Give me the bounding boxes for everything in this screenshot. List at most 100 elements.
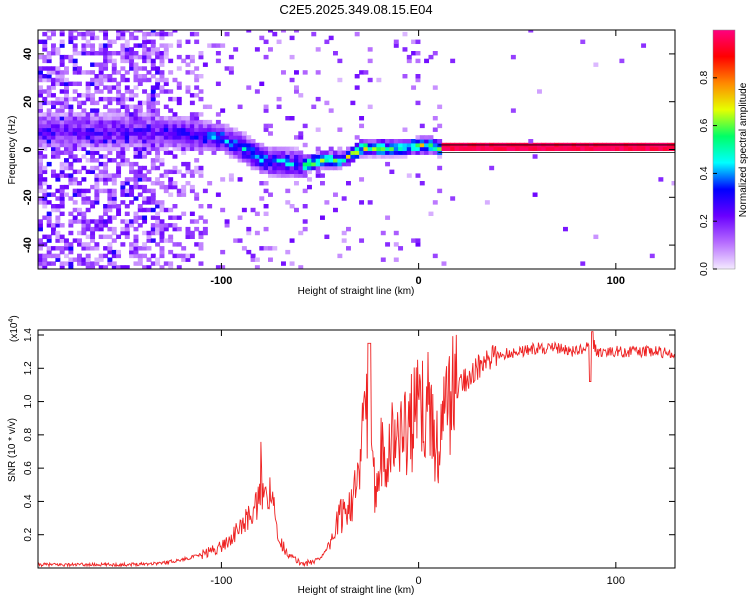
heatmap-cell	[649, 253, 655, 259]
heatmap-cell	[185, 123, 191, 129]
heatmap-cell	[155, 200, 161, 205]
heatmap-cell	[64, 127, 69, 132]
heatmap-cell	[237, 238, 243, 243]
heatmap-cell	[198, 51, 204, 56]
heatmap-cell	[176, 131, 182, 136]
heatmap-cell	[107, 100, 113, 106]
heatmap-cell	[411, 142, 417, 148]
heatmap-cell	[354, 74, 360, 79]
heatmap-cell	[220, 265, 226, 269]
heatmap-cell	[315, 165, 321, 171]
heatmap-cell	[55, 131, 61, 136]
heatmap-cell	[107, 54, 113, 60]
heatmap-cell	[185, 39, 191, 45]
heatmap-cell	[554, 146, 560, 152]
heatmap-cell	[298, 154, 304, 159]
heatmap-cell	[198, 230, 204, 236]
heatmap-cell	[137, 146, 143, 152]
heatmap-cell	[42, 31, 48, 37]
heatmap-cell	[415, 51, 421, 56]
heatmap-cell	[220, 139, 226, 144]
heatmap-cell	[333, 165, 338, 171]
heatmap-cell	[46, 211, 52, 217]
heatmap-cell	[254, 161, 260, 167]
heatmap-cell	[38, 188, 43, 194]
heatmap-cell	[72, 66, 78, 71]
heatmap-cell	[224, 219, 230, 224]
heatmap-cell	[77, 66, 82, 71]
heatmap-cell	[337, 150, 343, 155]
heatmap-cell	[81, 31, 87, 37]
heatmap-cell	[363, 154, 369, 159]
heatmap-cell	[103, 51, 109, 56]
heatmap-cell	[359, 177, 365, 182]
heatmap-cell	[77, 238, 82, 243]
heatmap-cell	[320, 158, 325, 163]
heatmap-cell	[85, 30, 91, 33]
heatmap-cell	[285, 154, 291, 159]
heatmap-cell	[46, 119, 52, 125]
heatmap-cell	[51, 81, 56, 87]
heatmap-cell	[55, 96, 61, 102]
heatmap-cell	[137, 100, 143, 106]
heatmap-cell	[263, 165, 269, 171]
heatmap-cell	[55, 246, 61, 251]
heatmap-cell	[393, 230, 399, 236]
heatmap-cell	[38, 104, 43, 110]
heatmap-cell	[259, 158, 265, 163]
heatmap-cell	[46, 142, 52, 148]
heatmap-cell	[111, 119, 117, 125]
heatmap-cell	[85, 158, 91, 163]
heatmap-cell	[94, 146, 100, 152]
heatmap-cell	[350, 158, 356, 163]
heatmap-cell	[120, 112, 126, 117]
heatmap-cell	[155, 150, 161, 155]
heatmap-cell	[64, 150, 69, 155]
heatmap-cell	[90, 234, 96, 240]
heatmap-cell	[98, 51, 104, 56]
heatmap-cell	[341, 230, 347, 236]
heatmap-cell	[46, 35, 52, 41]
heatmap-cell	[111, 142, 117, 148]
heatmap-cell	[59, 43, 65, 48]
heatmap-cell	[59, 169, 65, 175]
heatmap-cell	[38, 54, 43, 60]
heatmap-cell	[120, 139, 126, 144]
heatmap-cell	[142, 39, 148, 45]
heatmap-cell	[46, 30, 52, 33]
heatmap-cell	[42, 112, 48, 117]
heatmap-cell	[55, 223, 61, 228]
heatmap-cell	[68, 173, 74, 178]
heatmap-cell	[81, 43, 87, 48]
heatmap-cell	[81, 242, 87, 247]
heatmap-cell	[129, 51, 135, 56]
heatmap-cell	[129, 223, 135, 228]
heatmap-cell	[94, 177, 100, 182]
heatmap-cell	[211, 43, 217, 48]
heatmap-cell	[85, 261, 91, 266]
heatmap-cell	[103, 77, 109, 83]
heatmap-cell	[320, 181, 325, 186]
heatmap-cell	[46, 77, 52, 83]
heatmap-cell	[46, 123, 52, 129]
heatmap-cell	[159, 246, 165, 251]
heatmap-cell	[159, 142, 165, 148]
snr-xlabel: Height of straight line (km)	[298, 585, 415, 596]
heatmap-cell	[159, 146, 165, 152]
heatmap-cell	[116, 127, 122, 132]
heatmap-cell	[215, 142, 221, 148]
heatmap-cell	[42, 154, 48, 159]
heatmap-cell	[254, 211, 260, 217]
heatmap-cell	[77, 257, 82, 262]
heatmap-cell	[98, 154, 104, 159]
heatmap-cell	[116, 31, 122, 37]
heatmap-cell	[116, 135, 122, 140]
heatmap-cell	[350, 154, 356, 159]
heatmap-cell	[315, 158, 321, 163]
heatmap-cell	[224, 123, 230, 129]
heatmap-cell	[484, 200, 490, 205]
heatmap-cell	[38, 131, 43, 136]
heatmap-cell	[103, 234, 109, 240]
heatmap-cell	[484, 146, 490, 152]
